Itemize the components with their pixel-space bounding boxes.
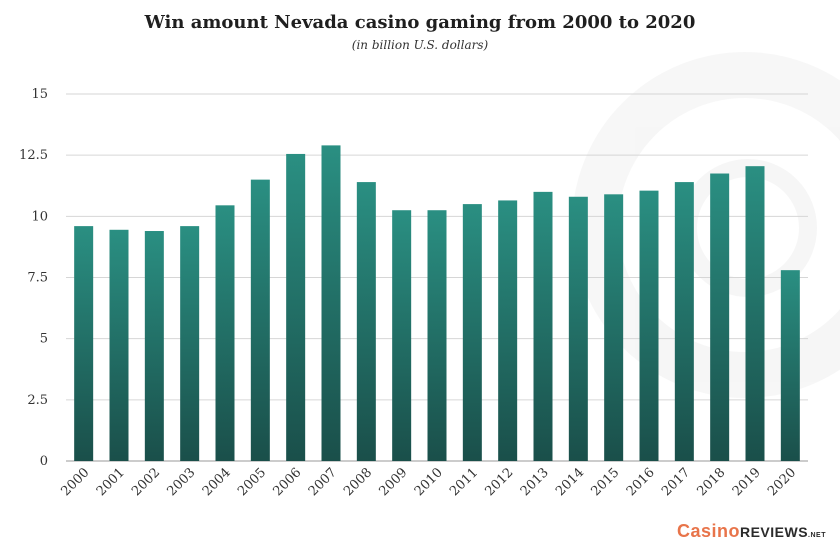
bar-2013: [533, 191, 553, 461]
brand-logo-part3: .NET: [808, 532, 826, 539]
bar-2005: [250, 179, 270, 461]
bar-2002: [144, 231, 164, 461]
x-tick-label: 2014: [553, 465, 587, 499]
x-tick-label: 2003: [164, 465, 198, 499]
x-tick-label: 2011: [447, 465, 481, 499]
x-tick-label: 2019: [730, 465, 764, 499]
bar-2003: [180, 226, 200, 461]
y-tick-label: 7.5: [27, 271, 48, 286]
bar-2000: [74, 226, 94, 461]
x-tick-label: 2010: [412, 465, 446, 499]
x-tick-label: 2017: [659, 465, 693, 499]
brand-logo-part1: Casino: [676, 521, 740, 541]
x-tick-label: 2013: [518, 465, 552, 499]
x-tick-label: 2001: [94, 465, 128, 499]
x-tick-label: 2004: [200, 465, 234, 499]
bar-2012: [498, 200, 518, 461]
y-tick-label: 12.5: [19, 148, 48, 163]
y-tick-label: 10: [31, 209, 48, 224]
x-tick-label: 2002: [129, 465, 163, 499]
y-tick-label: 2.5: [27, 393, 48, 408]
bar-2016: [639, 190, 659, 462]
bar-2007: [321, 145, 341, 461]
bar-2014: [568, 196, 588, 461]
bar-2015: [604, 194, 624, 461]
bar-2009: [392, 210, 412, 461]
bar-2019: [745, 166, 765, 461]
bar-2001: [109, 229, 129, 461]
brand-logo: CasinoREVIEWS.NET: [677, 521, 826, 542]
y-tick-label: 15: [31, 87, 48, 102]
y-tick-label: 0: [40, 454, 48, 469]
y-tick-label: 5: [40, 332, 48, 347]
bar-2010: [427, 210, 447, 461]
x-tick-label: 2007: [306, 465, 340, 499]
x-tick-label: 2015: [588, 465, 622, 499]
x-tick-label: 2008: [341, 465, 375, 499]
bar-2008: [356, 182, 376, 461]
x-tick-label: 2009: [376, 465, 410, 499]
brand-logo-part2: REVIEWS: [739, 524, 809, 540]
x-tick-label: 2000: [58, 465, 92, 499]
x-tick-label: 2005: [235, 465, 269, 499]
bar-2017: [674, 182, 694, 461]
bar-2011: [462, 204, 482, 461]
x-tick-label: 2016: [624, 465, 658, 499]
x-tick-label: 2020: [765, 465, 799, 499]
bar-2006: [286, 153, 306, 461]
x-tick-label: 2018: [694, 465, 728, 499]
bar-2004: [215, 205, 235, 461]
x-tick-label: 2006: [270, 465, 304, 499]
chart-subtitle: (in billion U.S. dollars): [351, 38, 489, 52]
x-tick-label: 2012: [482, 465, 516, 499]
bar-2020: [780, 270, 800, 461]
bar-2018: [710, 173, 730, 461]
chart-title: Win amount Nevada casino gaming from 200…: [144, 12, 696, 33]
